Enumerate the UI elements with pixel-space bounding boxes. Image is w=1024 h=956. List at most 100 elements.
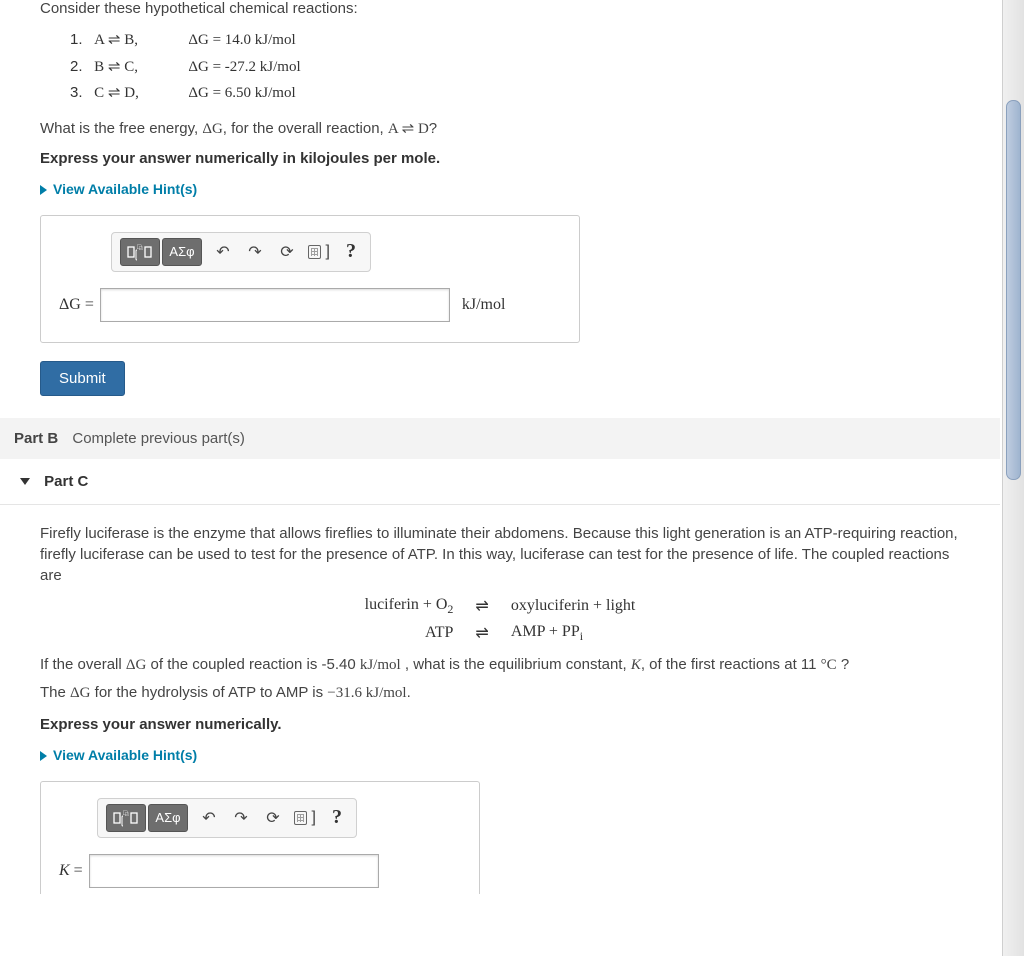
rxn1-right: oxyluciferin + light	[501, 594, 646, 619]
greek-button-c[interactable]: ΑΣφ	[148, 804, 188, 832]
l2-1: The	[40, 684, 70, 701]
reaction-3: 3. C ⇌ D, ΔG = 6.50 kJ/mol	[70, 80, 960, 107]
equation-toolbar-a: □ □ ΑΣφ ↶ ↷ ⟳ ] ?	[111, 232, 371, 272]
rxn-1-num: 1.	[70, 27, 90, 53]
part-c-label: Part C	[44, 473, 88, 490]
q-prefix: What is the free energy,	[40, 120, 202, 137]
l2-val: −31.6 kJ/mol	[327, 685, 406, 701]
greek-label-c: ΑΣφ	[155, 810, 180, 825]
answer-symbol-c: K	[59, 862, 70, 879]
toolbar-wrap-a: □ □ ΑΣφ ↶ ↷ ⟳ ] ?	[111, 232, 565, 272]
f1: If the overall	[40, 656, 126, 673]
template-button-c[interactable]: □ □	[106, 804, 146, 832]
caret-right-icon	[40, 185, 47, 195]
keyboard-icon	[308, 245, 321, 259]
answer-row-c: K =	[55, 854, 465, 888]
tool-btn-group-c: □ □ ΑΣφ	[106, 804, 188, 832]
template-button[interactable]: □ □	[120, 238, 160, 266]
rxn2-sub: i	[580, 629, 583, 643]
hints-label-c: View Available Hint(s)	[53, 747, 197, 763]
reset-icon-c[interactable]: ⟳	[262, 808, 284, 828]
answer-panel-c: □ □ ΑΣφ ↶ ↷ ⟳ ] ?	[40, 781, 480, 894]
greek-button[interactable]: ΑΣφ	[162, 238, 202, 266]
f-dg: ΔG	[126, 657, 146, 673]
help-icon-c[interactable]: ?	[326, 808, 348, 828]
reaction-atp: ATP ⇌ AMP + PPi	[355, 621, 646, 646]
template-icon-c: □ □	[113, 809, 139, 827]
q-symbol: ΔG	[202, 121, 222, 137]
help-icon[interactable]: ?	[340, 242, 362, 262]
keyboard-button[interactable]: ]	[308, 242, 330, 262]
part-b-header: Part B Complete previous part(s)	[0, 418, 1000, 459]
answer-equals-a: =	[85, 296, 94, 313]
f-k: K	[631, 657, 641, 673]
hints-label-a: View Available Hint(s)	[53, 181, 197, 197]
undo-icon[interactable]: ↶	[212, 242, 234, 262]
rxn-1-dg: ΔG = 14.0 kJ/mol	[188, 32, 295, 48]
part-b-status: Complete previous part(s)	[72, 430, 245, 447]
tool-btn-group-a: □ □ ΑΣφ	[120, 238, 202, 266]
reaction-2: 2. B ⇌ C, ΔG = -27.2 kJ/mol	[70, 54, 960, 81]
part-b-label: Part B	[14, 430, 58, 447]
rxn-2-dg: ΔG = -27.2 kJ/mol	[188, 59, 300, 75]
rxn1-sub: 2	[447, 602, 453, 616]
rxn1-arrow: ⇌	[465, 594, 498, 619]
part-c-followup-1: If the overall ΔG of the coupled reactio…	[40, 654, 960, 676]
equation-toolbar-c: □ □ ΑΣφ ↶ ↷ ⟳ ] ?	[97, 798, 357, 838]
q-rxn: A ⇌ D	[388, 121, 429, 137]
reset-icon[interactable]: ⟳	[276, 242, 298, 262]
q-mid: , for the overall reaction,	[223, 120, 388, 137]
f2: of the coupled reaction is -5.40	[146, 656, 359, 673]
redo-icon-c[interactable]: ↷	[230, 808, 252, 828]
rxn-1-eq: A ⇌ B,	[94, 28, 184, 54]
rxn2-left: ATP	[355, 621, 464, 646]
main-content: Consider these hypothetical chemical rea…	[0, 0, 1000, 932]
rxn1-left: luciferin + O	[365, 596, 448, 613]
part-a-instruction: Express your answer numerically in kiloj…	[40, 150, 960, 167]
answer-panel-a: □ □ ΑΣφ ↶ ↷ ⟳ ] ?	[40, 215, 580, 343]
view-hints-link-c[interactable]: View Available Hint(s)	[40, 747, 960, 763]
rxn-2-eq: B ⇌ C,	[94, 55, 184, 81]
keyboard-icon-c	[294, 811, 307, 825]
answer-symbol-a: ΔG	[59, 296, 81, 313]
part-c-header[interactable]: Part C	[0, 459, 1000, 505]
reaction-1: 1. A ⇌ B, ΔG = 14.0 kJ/mol	[70, 27, 960, 54]
f5: ?	[837, 656, 850, 673]
q-suffix: ?	[429, 120, 437, 137]
template-icon: □ □	[127, 243, 153, 261]
part-c-followup-2: The ΔG for the hydrolysis of ATP to AMP …	[40, 682, 960, 704]
f4: , of the first reactions at 11	[641, 656, 821, 673]
svg-text:□: □	[125, 812, 129, 818]
f-unit: kJ/mol	[360, 657, 401, 673]
f-deg: °C	[821, 657, 837, 673]
part-c-instruction: Express your answer numerically.	[40, 716, 960, 733]
undo-icon-c[interactable]: ↶	[198, 808, 220, 828]
redo-icon[interactable]: ↷	[244, 242, 266, 262]
l2-3: .	[407, 684, 411, 701]
rxn-3-num: 3.	[70, 80, 90, 106]
rxn-3-eq: C ⇌ D,	[94, 81, 184, 107]
answer-unit-a: kJ/mol	[462, 296, 506, 314]
keyboard-button-c[interactable]: ]	[294, 808, 316, 828]
answer-equals-c: =	[74, 862, 83, 879]
part-a-question: What is the free energy, ΔG, for the ove…	[40, 119, 960, 138]
f3: , what is the equilibrium constant,	[401, 656, 631, 673]
scroll-thumb[interactable]	[1006, 100, 1021, 480]
greek-label: ΑΣφ	[169, 244, 194, 259]
view-hints-link-a[interactable]: View Available Hint(s)	[40, 181, 960, 197]
reaction-list: 1. A ⇌ B, ΔG = 14.0 kJ/mol 2. B ⇌ C, ΔG …	[70, 27, 960, 107]
svg-text:□: □	[139, 246, 143, 252]
rxn2-right: AMP + PP	[511, 623, 580, 640]
l2-2: for the hydrolysis of ATP to AMP is	[91, 684, 328, 701]
answer-label-dg: ΔG =	[59, 296, 94, 314]
scrollbar[interactable]	[1002, 0, 1024, 956]
rxn2-arrow: ⇌	[465, 621, 498, 646]
answer-input-a[interactable]	[100, 288, 450, 322]
caret-right-icon-c	[40, 751, 47, 761]
submit-button-a[interactable]: Submit	[40, 361, 125, 396]
caret-down-icon	[20, 478, 30, 485]
answer-input-c[interactable]	[89, 854, 379, 888]
coupled-reactions: luciferin + O2 ⇌ oxyluciferin + light AT…	[353, 592, 648, 648]
part-c-paragraph: Firefly luciferase is the enzyme that al…	[40, 523, 960, 586]
rxn-2-num: 2.	[70, 54, 90, 80]
